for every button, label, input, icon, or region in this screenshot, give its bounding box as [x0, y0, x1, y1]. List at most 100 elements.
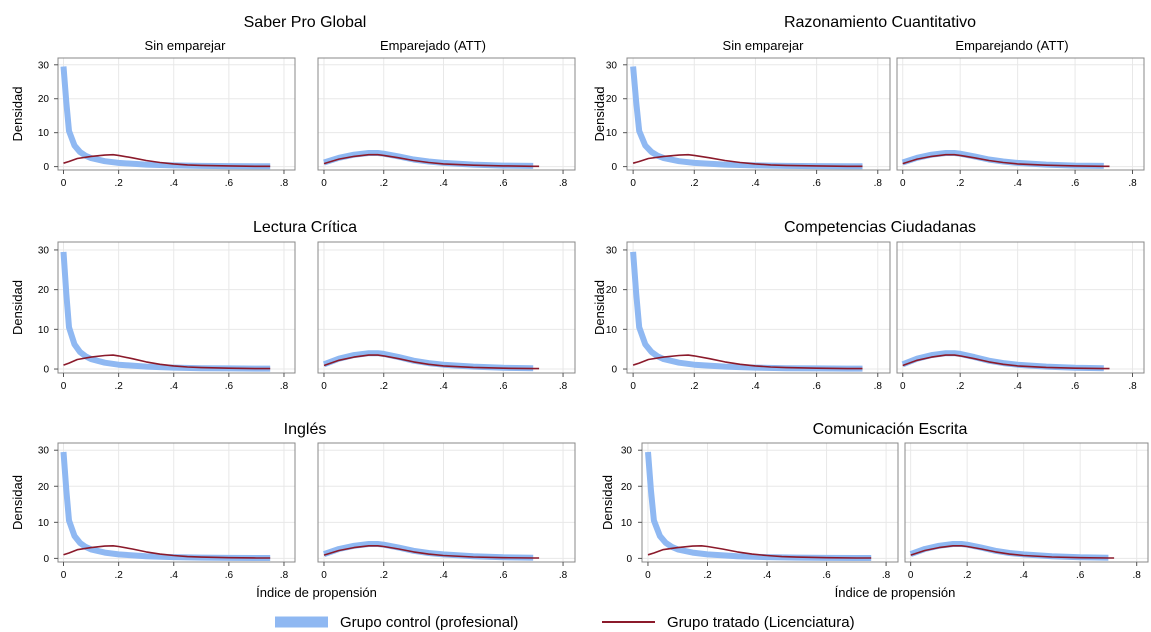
x-tick-label: .2 [956, 178, 965, 189]
y-tick-label: 20 [38, 482, 50, 493]
x-tick-label: 0 [900, 178, 906, 189]
treated-series-line [632, 354, 863, 370]
group-title: Comunicación Escrita [813, 421, 968, 438]
x-tick-label: .2 [380, 570, 389, 581]
x-tick-label: .2 [114, 178, 123, 189]
x-tick-label: .6 [1076, 570, 1085, 581]
y-tick-label: 20 [606, 94, 618, 105]
x-tick-label: .8 [559, 178, 568, 189]
x-tick-label: .4 [1013, 381, 1022, 392]
group-title: Saber Pro Global [244, 14, 367, 31]
y-axis-title: Densidad [600, 475, 615, 530]
panel-border [904, 442, 1149, 563]
x-tick-label: .4 [1020, 570, 1029, 581]
x-tick-label: 0 [321, 570, 327, 581]
treated-series-line [902, 354, 1110, 370]
x-tick-label: .2 [114, 570, 123, 581]
x-tick-label: .6 [1071, 178, 1080, 189]
group-title: Inglés [284, 421, 327, 438]
panel-border [626, 57, 891, 171]
y-tick-label: 10 [38, 128, 50, 139]
group-title: Lectura Crítica [253, 219, 357, 236]
x-tick-label: .2 [690, 381, 699, 392]
y-tick-label: 10 [606, 128, 618, 139]
x-tick-label: .6 [812, 178, 821, 189]
y-tick-label: 30 [38, 245, 50, 256]
panel-border [317, 442, 576, 563]
treated-series-line [647, 545, 872, 559]
x-tick-label: .4 [170, 570, 179, 581]
panel-subtitle: Sin emparejar [723, 38, 805, 53]
y-axis-title: Densidad [592, 87, 607, 142]
x-tick-label: .4 [751, 381, 760, 392]
y-tick-label: 30 [38, 60, 50, 71]
x-tick-label: .8 [280, 381, 289, 392]
plot-area [58, 58, 295, 170]
y-axis-title: Densidad [10, 475, 25, 530]
panel-border [317, 57, 576, 171]
x-tick-label: 0 [645, 570, 651, 581]
x-tick-label: .8 [280, 178, 289, 189]
x-tick-label: .2 [380, 381, 389, 392]
treated-series-line [63, 545, 271, 559]
x-tick-label: 0 [321, 178, 327, 189]
x-tick-label: .4 [170, 178, 179, 189]
panel-subtitle: Emparejado (ATT) [380, 38, 486, 53]
x-tick-label: 0 [900, 381, 906, 392]
x-tick-label: .8 [882, 570, 891, 581]
plot-area [318, 242, 575, 373]
panel-subtitle: Sin emparejar [145, 38, 227, 53]
y-tick-label: 20 [621, 482, 633, 493]
x-tick-label: .4 [170, 381, 179, 392]
x-tick-label: .6 [822, 570, 831, 581]
y-axis-title: Densidad [10, 87, 25, 142]
x-tick-label: .6 [499, 570, 508, 581]
y-axis-title: Densidad [10, 280, 25, 335]
panel-border [626, 241, 891, 374]
y-tick-label: 10 [606, 325, 618, 336]
x-tick-label: .6 [225, 178, 234, 189]
x-tick-label: 0 [61, 178, 67, 189]
x-tick-label: .8 [1133, 570, 1142, 581]
x-tick-label: .2 [956, 381, 965, 392]
x-tick-label: .6 [225, 570, 234, 581]
x-tick-label: .8 [559, 570, 568, 581]
y-tick-label: 10 [621, 518, 633, 529]
x-tick-label: .4 [439, 381, 448, 392]
x-tick-label: .6 [225, 381, 234, 392]
plot-area [627, 242, 890, 373]
y-tick-label: 0 [43, 162, 49, 173]
y-tick-label: 0 [626, 554, 632, 565]
x-tick-label: .2 [114, 381, 123, 392]
x-tick-label: 0 [321, 381, 327, 392]
x-tick-label: .8 [280, 570, 289, 581]
x-tick-label: .8 [874, 178, 883, 189]
x-tick-label: .2 [690, 178, 699, 189]
x-axis-title: Índice de propensión [256, 585, 377, 600]
plot-area [897, 242, 1144, 373]
y-tick-label: 30 [606, 245, 618, 256]
x-tick-label: .6 [499, 381, 508, 392]
x-tick-label: .8 [1128, 178, 1137, 189]
panel-border [57, 241, 296, 374]
y-tick-label: 30 [621, 446, 633, 457]
x-tick-label: .4 [1013, 178, 1022, 189]
x-tick-label: .4 [439, 570, 448, 581]
y-tick-label: 10 [38, 518, 50, 529]
x-axis-title: Índice de propensión [835, 585, 956, 600]
treated-series-line [63, 153, 271, 168]
treated-series-line [323, 545, 540, 559]
y-tick-label: 30 [606, 60, 618, 71]
x-tick-label: 0 [630, 381, 636, 392]
plot-area [58, 443, 295, 562]
x-tick-label: .8 [874, 381, 883, 392]
x-tick-label: .6 [812, 381, 821, 392]
y-tick-label: 20 [38, 94, 50, 105]
x-tick-label: .6 [499, 178, 508, 189]
y-tick-label: 10 [38, 325, 50, 336]
x-tick-label: 0 [61, 570, 67, 581]
x-tick-label: .4 [763, 570, 772, 581]
panel-border [57, 57, 296, 171]
x-tick-label: 0 [61, 381, 67, 392]
